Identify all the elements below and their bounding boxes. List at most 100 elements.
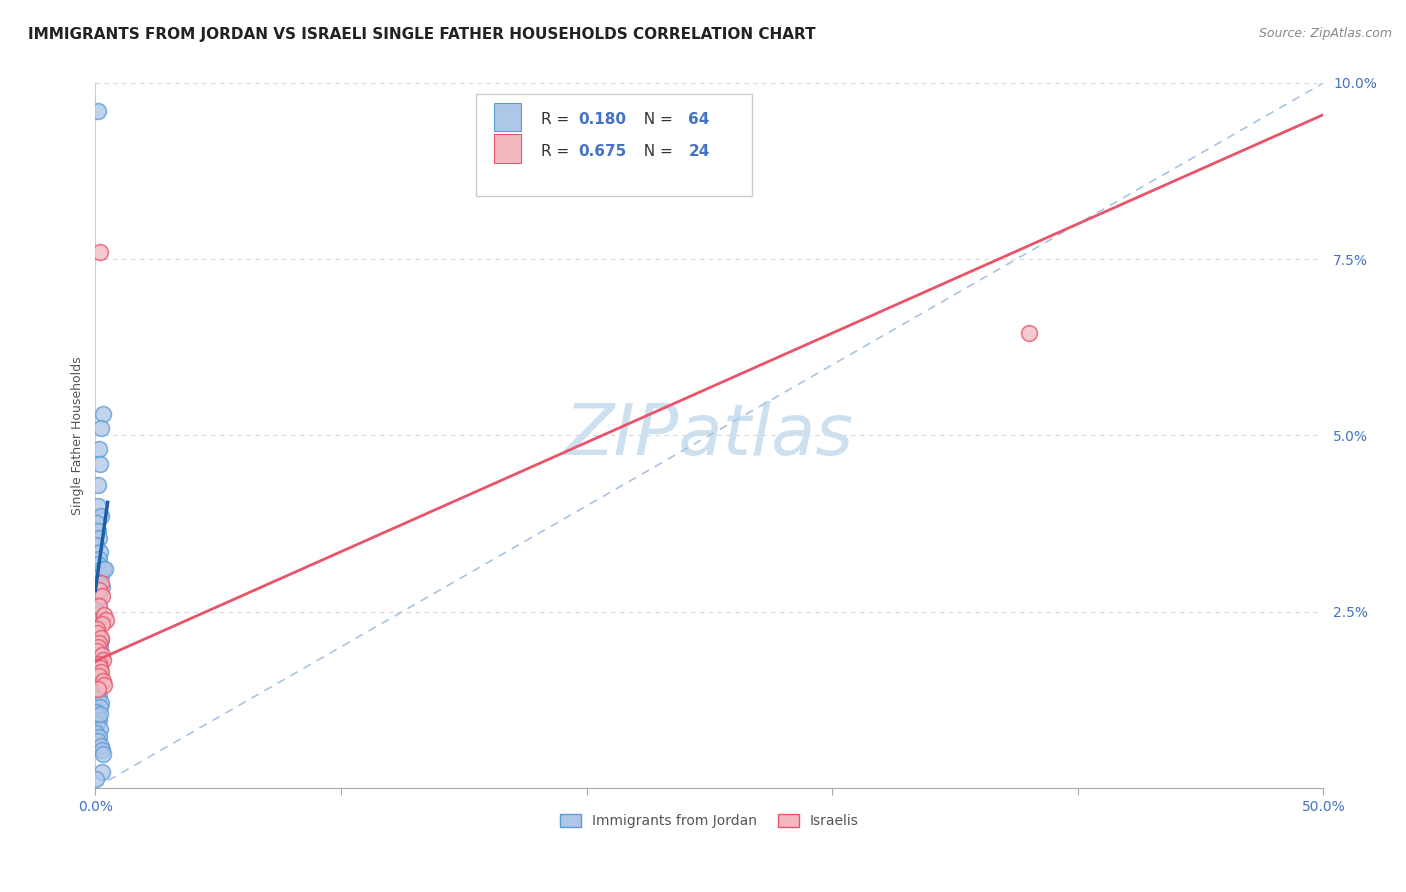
Point	[90, 632, 112, 647]
Point	[89, 612, 111, 626]
Point	[89, 544, 111, 558]
Point	[90, 576, 112, 591]
Y-axis label: Single Father Households: Single Father Households	[72, 356, 84, 515]
Point	[89, 531, 111, 545]
Text: ZIPatlas: ZIPatlas	[565, 401, 853, 470]
Text: 64: 64	[689, 112, 710, 127]
Point	[93, 608, 115, 623]
Point	[86, 524, 108, 538]
FancyBboxPatch shape	[495, 135, 522, 162]
Point	[91, 562, 114, 576]
Point	[86, 662, 108, 676]
Point	[89, 457, 111, 471]
Point	[86, 772, 108, 787]
Point	[89, 654, 111, 668]
Point	[84, 726, 107, 740]
Point	[89, 245, 111, 260]
Point	[86, 603, 108, 617]
Point	[90, 568, 112, 582]
Point	[86, 679, 108, 693]
Point	[86, 624, 108, 639]
Point	[91, 747, 114, 761]
Point	[86, 599, 108, 613]
Point	[86, 620, 108, 634]
Point	[87, 658, 110, 673]
Point	[89, 722, 111, 736]
Text: 0.180: 0.180	[578, 112, 626, 127]
Point	[84, 594, 107, 608]
Point	[84, 645, 107, 659]
Text: N =: N =	[634, 112, 678, 127]
Point	[87, 734, 110, 748]
Text: Source: ZipAtlas.com: Source: ZipAtlas.com	[1258, 27, 1392, 40]
Point	[87, 477, 110, 491]
Point	[89, 669, 111, 683]
Point	[91, 673, 114, 688]
Legend: Immigrants from Jordan, Israelis: Immigrants from Jordan, Israelis	[554, 809, 865, 834]
Text: 0.675: 0.675	[578, 144, 626, 159]
Point	[84, 683, 107, 698]
Point	[89, 583, 111, 598]
Text: N =: N =	[634, 144, 678, 159]
Point	[86, 637, 108, 651]
Point	[86, 585, 108, 599]
Point	[94, 613, 117, 627]
Point	[87, 599, 110, 613]
Point	[90, 509, 112, 524]
Point	[86, 572, 108, 586]
Point	[93, 678, 115, 692]
Point	[87, 615, 110, 630]
Point	[90, 739, 112, 753]
Point	[90, 589, 112, 603]
Point	[89, 700, 111, 714]
Point	[87, 576, 110, 591]
Point	[89, 632, 111, 646]
Point	[87, 499, 110, 513]
Point	[89, 641, 111, 656]
Point	[90, 665, 112, 680]
Point	[89, 688, 111, 702]
Point	[86, 709, 108, 723]
Point	[89, 706, 111, 721]
Point	[87, 104, 110, 119]
Point	[86, 717, 108, 731]
Point	[86, 625, 108, 640]
Point	[91, 617, 114, 632]
Point	[89, 607, 111, 622]
Point	[87, 442, 110, 457]
Point	[87, 657, 110, 671]
Point	[87, 675, 110, 690]
Point	[86, 705, 108, 719]
Point	[90, 765, 112, 780]
Point	[86, 557, 108, 571]
Point	[90, 421, 112, 435]
Point	[91, 743, 114, 757]
Point	[89, 666, 111, 681]
Text: R =: R =	[541, 144, 574, 159]
Point	[87, 629, 110, 643]
Point	[86, 516, 108, 531]
FancyBboxPatch shape	[477, 94, 752, 195]
Point	[87, 682, 110, 697]
Point	[87, 713, 110, 727]
Point	[86, 649, 108, 664]
FancyBboxPatch shape	[495, 103, 522, 131]
Point	[91, 652, 114, 666]
Point	[87, 551, 110, 566]
Point	[86, 671, 108, 685]
Point	[89, 635, 111, 649]
Point	[87, 692, 110, 706]
Point	[89, 661, 111, 675]
Text: IMMIGRANTS FROM JORDAN VS ISRAELI SINGLE FATHER HOUSEHOLDS CORRELATION CHART: IMMIGRANTS FROM JORDAN VS ISRAELI SINGLE…	[28, 27, 815, 42]
Point	[86, 622, 108, 636]
Point	[90, 696, 112, 710]
Point	[87, 589, 110, 603]
Text: 24: 24	[689, 144, 710, 159]
Point	[93, 562, 115, 576]
Point	[90, 648, 112, 663]
Point	[91, 580, 114, 594]
Point	[86, 564, 108, 578]
Text: R =: R =	[541, 112, 574, 127]
Point	[86, 644, 108, 658]
Point	[1018, 326, 1040, 341]
